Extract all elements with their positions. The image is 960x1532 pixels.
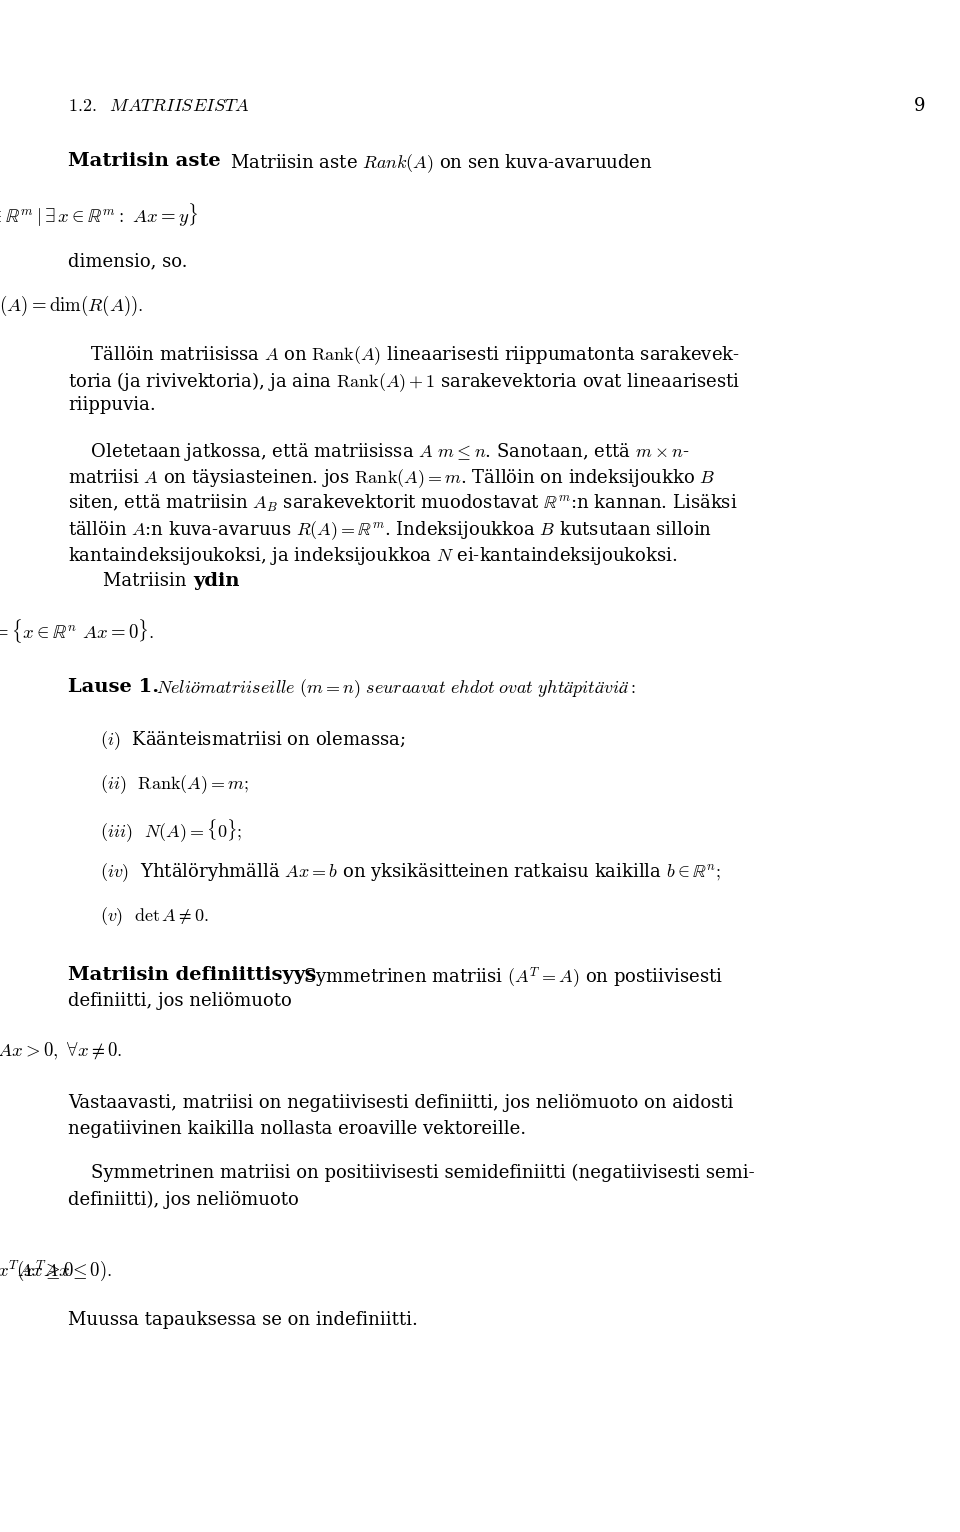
Text: $\mathit{(ii)}$  $\mathrm{Rank}(A) = m;$: $\mathit{(ii)}$ $\mathrm{Rank}(A) = m;$ bbox=[100, 774, 249, 797]
Text: kantaindeksijoukoksi, ja indeksijoukkoa $N$ ei-kantaindeksijoukoksi.: kantaindeksijoukoksi, ja indeksijoukkoa … bbox=[68, 545, 678, 567]
Text: dimensio, so.: dimensio, so. bbox=[68, 251, 187, 270]
Text: Oletetaan jatkossa, että matriisissa $A$ $m \leq n$. Sanotaan, että $m \times n$: Oletetaan jatkossa, että matriisissa $A$… bbox=[68, 441, 689, 463]
Text: riippuvia.: riippuvia. bbox=[68, 397, 156, 414]
Text: $\mathit{(v)}$  $\det A \neq 0.$: $\mathit{(v)}$ $\det A \neq 0.$ bbox=[100, 905, 208, 928]
Text: Matriisin aste $\mathit{Rank}(A)$ on sen kuva-avaruuden: Matriisin aste $\mathit{Rank}(A)$ on sen… bbox=[230, 152, 653, 175]
Text: Tällöin matriisissa $A$ on $\mathrm{Rank}(A)$ lineaarisesti riippumatonta sarake: Tällöin matriisissa $A$ on $\mathrm{Rank… bbox=[68, 345, 740, 366]
Text: ydin: ydin bbox=[193, 571, 239, 590]
Text: $1.2.\ \ \mathit{MATRIISEISTA}$: $1.2.\ \ \mathit{MATRIISEISTA}$ bbox=[68, 97, 250, 115]
Text: $\mathit{(iii)}$  $N(A) = \{0\};$: $\mathit{(iii)}$ $N(A) = \{0\};$ bbox=[100, 818, 242, 844]
Text: Matriisin: Matriisin bbox=[103, 571, 192, 590]
Text: siten, että matriisin $A_B$ sarakevektorit muodostavat $\mathbb{R}^m$:n kannan. : siten, että matriisin $A_B$ sarakevektor… bbox=[68, 493, 737, 515]
Text: tällöin $A$:n kuva-avaruus $R(A) = \mathbb{R}^m$. Indeksijoukkoa $B$ kutsutaan s: tällöin $A$:n kuva-avaruus $R(A) = \math… bbox=[68, 519, 712, 542]
Text: $R(A) = \{y \in \mathbb{R}^m\mid \exists\, x \in \mathbb{R}^m :\ Ax = y\}$: $R(A) = \{y \in \mathbb{R}^m\mid \exists… bbox=[0, 202, 199, 230]
Text: Symmetrinen matriisi $(A^T = A)$ on postiivisesti: Symmetrinen matriisi $(A^T = A)$ on post… bbox=[303, 965, 723, 991]
Text: toria (ja rivivektoria), ja aina $\mathrm{Rank}(A)+1$ sarakevektoria ovat lineaa: toria (ja rivivektoria), ja aina $\mathr… bbox=[68, 371, 740, 394]
Text: $\mathit{(iv)}$  Yhtälöryhmällä $Ax = b$ on yksikäsitteinen ratkaisu kaikilla $b: $\mathit{(iv)}$ Yhtälöryhmällä $Ax = b$ … bbox=[100, 861, 721, 884]
Text: $\mathit{(i)}$  Käänteismatriisi on olemassa;: $\mathit{(i)}$ Käänteismatriisi on olema… bbox=[100, 729, 405, 752]
Text: definiitti), jos neliömuoto: definiitti), jos neliömuoto bbox=[68, 1190, 299, 1209]
Text: definiitti, jos neliömuoto: definiitti, jos neliömuoto bbox=[68, 991, 292, 1010]
Text: $x^T Ax \geq 0$: $x^T Ax \geq 0$ bbox=[0, 1259, 75, 1282]
Text: $x^T Ax > 0,\ \forall x \neq 0.$: $x^T Ax > 0,\ \forall x \neq 0.$ bbox=[0, 1037, 123, 1062]
Text: Symmetrinen matriisi on positiivisesti semidefiniitti (negatiivisesti semi-: Symmetrinen matriisi on positiivisesti s… bbox=[68, 1164, 755, 1183]
Text: $N(A) = \{x \in \mathbb{R}^n\ Ax = 0\}.$: $N(A) = \{x \in \mathbb{R}^n\ Ax = 0\}.$ bbox=[0, 617, 154, 645]
Text: $(x^T Ax \leq 0).$: $(x^T Ax \leq 0).$ bbox=[16, 1259, 112, 1284]
Text: negatiivinen kaikilla nollasta eroaville vektoreille.: negatiivinen kaikilla nollasta eroaville… bbox=[68, 1120, 526, 1138]
Text: Matriisin definiittisyys: Matriisin definiittisyys bbox=[68, 965, 316, 984]
Text: $\mathit{Neliömatriiseille}\ (m = n)\ \mathit{seuraavat\ ehdot\ ovat\ yhtäpitävi: $\mathit{Neliömatriiseille}\ (m = n)\ \m… bbox=[156, 677, 636, 700]
Text: 9: 9 bbox=[914, 97, 925, 115]
Text: Vastaavasti, matriisi on negatiivisesti definiitti, jos neliömuoto on aidosti: Vastaavasti, matriisi on negatiivisesti … bbox=[68, 1094, 733, 1112]
Text: Lause 1.: Lause 1. bbox=[68, 677, 159, 696]
Text: matriisi $A$ on täysiasteinen. jos $\mathrm{Rank}(A) = m$. Tällöin on indeksijou: matriisi $A$ on täysiasteinen. jos $\mat… bbox=[68, 467, 715, 490]
Text: Muussa tapauksessa se on indefiniitti.: Muussa tapauksessa se on indefiniitti. bbox=[68, 1310, 418, 1328]
Text: $\mathrm{Rank}(A) = \mathrm{dim}(R(A)).$: $\mathrm{Rank}(A) = \mathrm{dim}(R(A)).$ bbox=[0, 294, 144, 319]
Text: Matriisin aste: Matriisin aste bbox=[68, 152, 221, 170]
